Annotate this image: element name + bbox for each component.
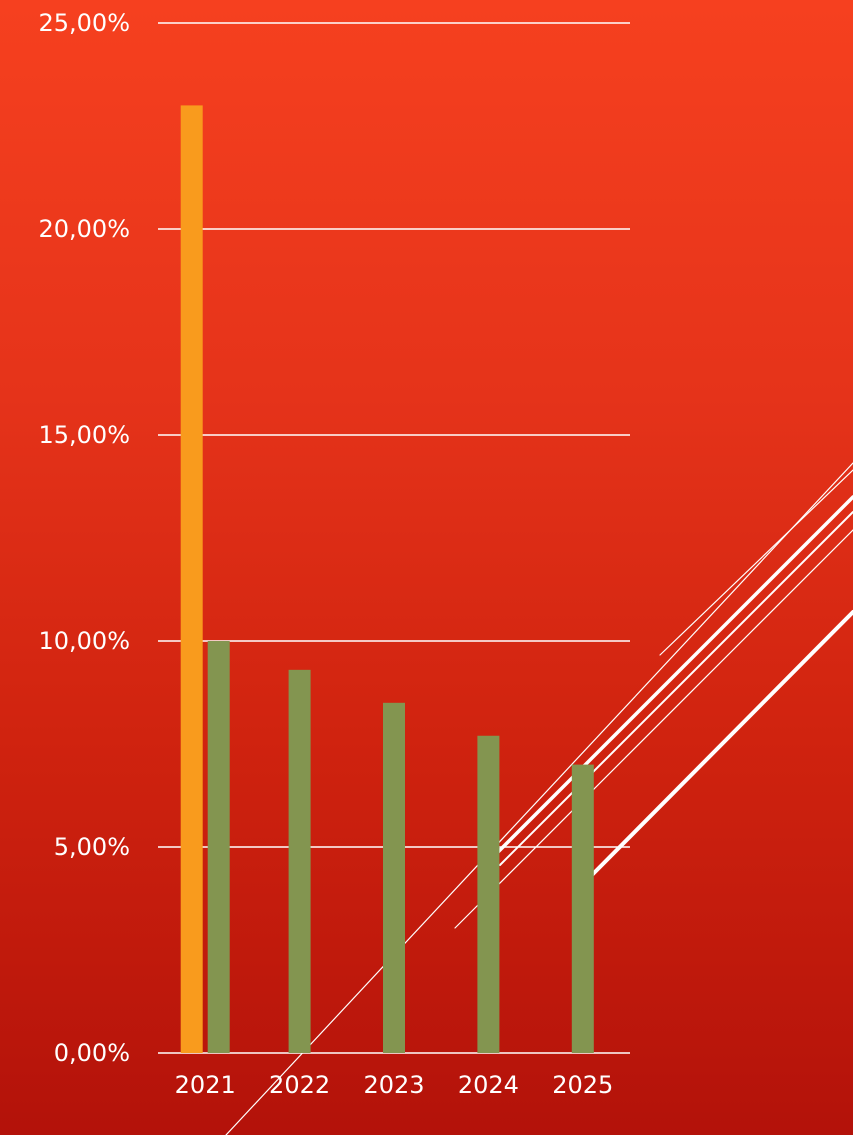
- y-axis-ticks: 0,00% 5,00% 10,00% 15,00% 20,00% 25,00%: [38, 9, 130, 1067]
- bar-2021-series-2: [207, 641, 230, 1053]
- y-tick-label: 0,00%: [54, 1039, 130, 1067]
- y-tick-label: 25,00%: [38, 9, 130, 37]
- x-axis-ticks: 2021 2022 2023 2024 2025: [175, 1071, 614, 1099]
- y-tick-label: 10,00%: [38, 627, 130, 655]
- deco-line: [454, 529, 853, 929]
- deco-line: [583, 610, 853, 884]
- bar-2025-series-2: [571, 764, 594, 1053]
- x-tick-label: 2025: [552, 1071, 613, 1099]
- x-tick-label: 2021: [175, 1071, 236, 1099]
- y-tick-label: 5,00%: [54, 833, 130, 861]
- bars: [180, 105, 594, 1053]
- x-tick-label: 2024: [458, 1071, 519, 1099]
- bar-2023-series-2: [383, 702, 405, 1053]
- y-tick-label: 20,00%: [38, 215, 130, 243]
- x-tick-label: 2023: [363, 1071, 424, 1099]
- deco-line: [483, 495, 853, 867]
- deco-line: [225, 462, 853, 1135]
- deco-line: [659, 469, 853, 656]
- decorative-diagonal-lines: [225, 462, 853, 1135]
- bar-2022-series-2: [288, 669, 311, 1053]
- deco-line: [499, 511, 853, 866]
- y-tick-label: 15,00%: [38, 421, 130, 449]
- bar-2021-series-1: [180, 105, 203, 1053]
- x-tick-label: 2022: [269, 1071, 330, 1099]
- bar-2024-series-2: [477, 735, 500, 1053]
